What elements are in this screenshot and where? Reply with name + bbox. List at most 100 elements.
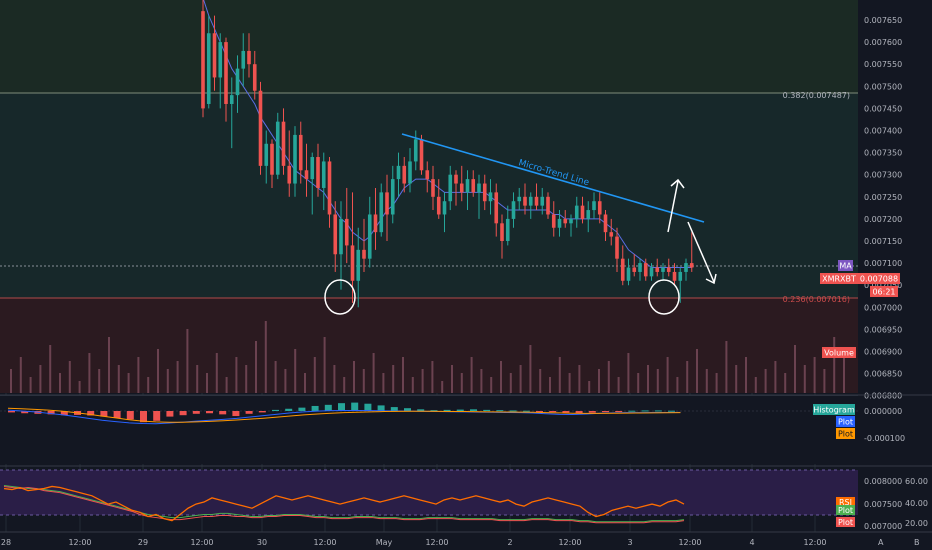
price-tick: 0.007550 (864, 60, 902, 69)
candle (586, 201, 591, 233)
macd-bar (21, 411, 29, 414)
candle (620, 245, 625, 286)
macd-bar (496, 410, 504, 412)
macd-bar (285, 408, 293, 411)
volume-bar (588, 381, 591, 393)
macd-bar (628, 410, 636, 412)
rsi-right-tick-2: 20.00 (905, 519, 928, 528)
macd-bar (588, 411, 596, 413)
volume-bar (568, 373, 571, 393)
fib-zone-lower (0, 298, 858, 393)
macd-bar (258, 411, 266, 413)
volume-bar (431, 361, 434, 393)
candle (321, 152, 326, 211)
macd-bar (668, 410, 675, 412)
volume-bar (88, 353, 91, 393)
macd-bar (483, 409, 491, 411)
candle (367, 196, 372, 268)
candle (264, 130, 269, 184)
volume-bar (549, 377, 551, 393)
time-tick: 3 (627, 538, 632, 547)
bullish-arrow[interactable] (667, 178, 685, 233)
price-axis[interactable] (858, 0, 932, 393)
volume-bar (843, 353, 845, 393)
candle (304, 143, 309, 197)
volume-bar (784, 373, 787, 393)
candle (551, 201, 556, 237)
volume-bar (745, 357, 747, 393)
candle (546, 192, 550, 219)
candle (258, 81, 263, 175)
volume-bar (157, 349, 159, 393)
candle (402, 157, 407, 193)
volume-bar (647, 365, 649, 393)
price-tick: 0.007500 (864, 82, 902, 91)
volume-bar (68, 361, 71, 393)
price-tick: 0.007250 (864, 193, 902, 202)
volume-bar (186, 329, 189, 393)
candle (293, 126, 297, 197)
candle (218, 33, 223, 109)
candle (580, 196, 585, 224)
bearish-arrow[interactable] (687, 221, 717, 285)
volume-bar (39, 365, 42, 393)
svg-text:Plot: Plot (838, 506, 853, 515)
volume-bar (353, 361, 355, 393)
candle (523, 183, 527, 215)
price-tick: 0.007600 (864, 38, 902, 47)
candle (390, 165, 395, 224)
macd-tick-1: -0.000100 (864, 434, 905, 443)
candle (385, 174, 389, 241)
volume-bar (823, 369, 826, 393)
rsi-right-tick-1: 40.00 (905, 499, 928, 508)
volume-bar (656, 369, 659, 393)
log-scale-button[interactable]: B (914, 538, 920, 547)
candle (454, 170, 458, 206)
volume-bar (19, 357, 22, 393)
candle (488, 179, 493, 215)
candle (344, 187, 349, 264)
support-circle-left[interactable] (324, 279, 356, 315)
candle (500, 214, 504, 259)
support-circle-right[interactable] (648, 279, 680, 315)
volume-bar (402, 357, 404, 393)
candle (678, 267, 683, 303)
volume-bar (255, 341, 257, 393)
volume-bar (235, 357, 238, 393)
macd-bar (338, 403, 345, 411)
candle (638, 258, 642, 281)
candle (574, 196, 579, 228)
candle (310, 152, 315, 215)
time-tick: 30 (257, 538, 267, 547)
volume-bar (617, 377, 620, 393)
volume-bar (421, 369, 424, 393)
time-axis[interactable]: 28 12:00 29 12:00 30 12:00 May 12:00 2 12:00 3 12:0… (1, 538, 827, 547)
price-tick: 0.007650 (864, 16, 902, 25)
macd-histogram (8, 402, 675, 423)
macd-bar (324, 404, 332, 411)
time-tick: 12:00 (558, 538, 581, 547)
candle (408, 148, 412, 193)
volume-bar (451, 365, 453, 393)
fib-label-0382: 0.382(0.007487) (783, 91, 850, 100)
volume-bar (392, 365, 395, 393)
price-tick: 0.007450 (864, 104, 902, 113)
volume-bar (705, 369, 708, 393)
price-tick: 0.007400 (864, 127, 902, 136)
volume-bar (539, 369, 542, 393)
macd-bar (126, 411, 134, 420)
ma-tag: MA (838, 260, 853, 271)
candle (540, 187, 545, 215)
macd-bar (351, 402, 359, 411)
candle (643, 258, 648, 281)
micro-trend-line[interactable] (401, 133, 705, 223)
auto-scale-button[interactable]: A (878, 538, 884, 547)
macd-bar (575, 411, 583, 414)
candle (224, 37, 228, 122)
macd-bar (470, 409, 477, 411)
svg-text:Plot: Plot (838, 430, 853, 439)
volume-bar (411, 377, 414, 393)
candle (563, 210, 568, 228)
candle (626, 258, 631, 286)
